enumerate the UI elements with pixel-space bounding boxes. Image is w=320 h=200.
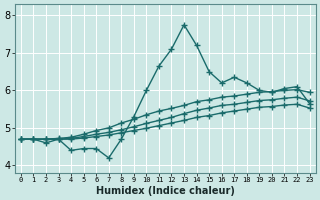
X-axis label: Humidex (Indice chaleur): Humidex (Indice chaleur) <box>96 186 235 196</box>
